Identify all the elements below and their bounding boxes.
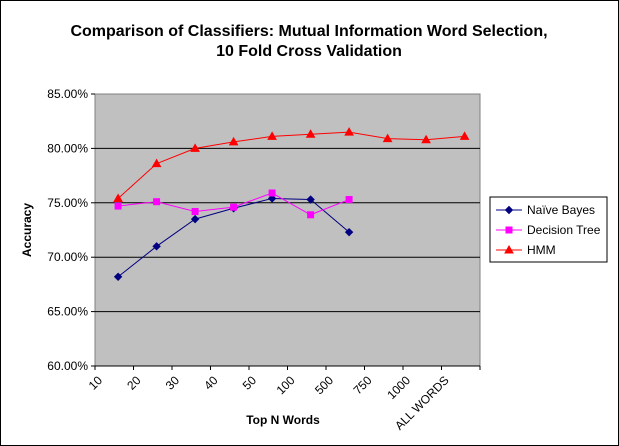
x-axis-title: Top N Words	[246, 413, 320, 427]
legend-item: Naïve Bayes	[496, 203, 595, 217]
data-point	[505, 226, 513, 234]
data-point	[113, 193, 123, 202]
data-point	[345, 196, 353, 204]
data-point	[344, 227, 354, 237]
x-tick-label: 30	[163, 373, 183, 393]
data-point	[382, 133, 393, 143]
chart-subtitle: 10 Fold Cross Validation	[216, 43, 402, 60]
y-tick-label: 75.00%	[47, 196, 88, 210]
data-point	[228, 136, 239, 146]
x-tick-label: 500	[312, 373, 336, 397]
legend-item: Decision Tree	[496, 223, 601, 237]
y-axis-ticks: 60.00% 65.00% 70.00% 75.00% 80.00% 85.00%	[47, 87, 95, 373]
series-2	[113, 127, 470, 202]
x-tick-label: 40	[201, 373, 221, 393]
y-tick-label: 85.00%	[47, 87, 88, 101]
data-point	[305, 129, 316, 138]
legend-item: HMM	[496, 243, 556, 257]
series-line	[117, 131, 465, 199]
data-point	[191, 208, 199, 216]
data-point	[307, 211, 315, 219]
data-point	[190, 143, 200, 152]
x-tick-label: 10	[86, 373, 106, 393]
series-layer	[113, 127, 470, 281]
y-tick-label: 70.00%	[47, 250, 88, 264]
y-axis-title: Accuracy	[20, 203, 34, 257]
legend-label: Decision Tree	[527, 223, 601, 237]
plot-area	[94, 93, 481, 367]
data-point	[114, 202, 122, 210]
y-tick-label: 60.00%	[47, 359, 88, 373]
data-point	[504, 205, 514, 215]
legend-label: Naïve Bayes	[527, 203, 595, 217]
data-point	[268, 189, 276, 197]
data-point	[267, 131, 277, 140]
x-tick-label: 20	[124, 373, 144, 393]
y-tick-label: 65.00%	[47, 305, 88, 319]
data-point	[113, 272, 123, 281]
data-point	[152, 242, 161, 251]
data-point	[267, 194, 277, 203]
data-point	[151, 158, 162, 168]
data-point	[230, 203, 238, 211]
data-point	[504, 244, 514, 254]
series-1	[114, 189, 353, 219]
chart-title: Comparison of Classifiers: Mutual Inform…	[70, 23, 547, 40]
data-point	[421, 134, 431, 144]
data-point	[306, 195, 315, 204]
legend-label: HMM	[527, 243, 556, 257]
data-point	[459, 131, 470, 140]
x-tick-label: 750	[351, 373, 375, 397]
x-tick-label: 100	[274, 373, 298, 397]
data-point	[190, 214, 200, 224]
data-point	[153, 198, 161, 206]
x-tick-label: 50	[240, 373, 260, 393]
legend: Naïve Bayes Decision Tree HMM	[489, 196, 608, 263]
x-tick-label: 1000	[384, 373, 413, 402]
y-tick-label: 80.00%	[47, 141, 88, 155]
data-point	[344, 127, 354, 136]
